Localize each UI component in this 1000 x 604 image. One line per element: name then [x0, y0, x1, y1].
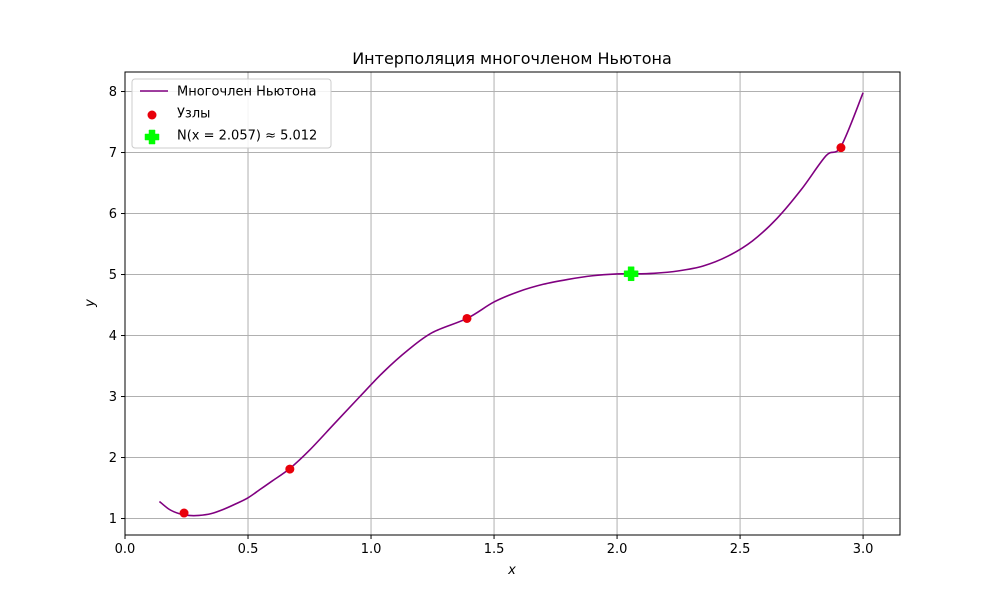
y-tick-label: 3	[109, 390, 117, 405]
x-tick-label: 2.0	[607, 542, 628, 557]
legend: Многочлен Ньютона Узлы N(x = 2.057) ≈ 5.01…	[131, 78, 332, 149]
y-tick-label: 5	[109, 268, 117, 283]
x-axis-label: x	[507, 563, 516, 578]
plot-frame	[124, 71, 901, 536]
y-tick-label: 6	[109, 207, 117, 222]
y-tick-label: 2	[109, 451, 117, 466]
legend-label: Узлы	[177, 107, 210, 122]
y-axis: 1 2 3 4 5 6 7 8	[109, 85, 125, 527]
x-tick-label: 2.5	[730, 542, 751, 557]
node-point	[462, 313, 472, 323]
legend-label: Многочлен Ньютона	[177, 85, 316, 100]
y-tick-label: 1	[109, 512, 117, 527]
legend-plus-swatch	[144, 129, 160, 145]
x-tick-label: 3.0	[853, 542, 874, 557]
y-tick-label: 4	[109, 329, 117, 344]
node-point	[285, 464, 295, 474]
grid	[124, 72, 900, 535]
evaluated-point-marker	[623, 266, 639, 282]
node-point	[179, 508, 189, 518]
y-tick-label: 7	[109, 146, 117, 161]
legend-point-swatch	[147, 110, 157, 120]
legend-label: N(x = 2.057) ≈ 5.012	[177, 129, 317, 144]
newton-polynomial-line	[158, 92, 864, 517]
x-tick-label: 1.0	[361, 542, 382, 557]
y-axis-label: y	[83, 299, 98, 308]
legend-box	[131, 78, 332, 149]
node-point	[836, 143, 846, 153]
x-tick-label: 1.5	[484, 542, 505, 557]
chart-title: Интерполяция многочленом Ньютона	[352, 49, 672, 68]
x-tick-label: 0.0	[115, 542, 136, 557]
x-tick-label: 0.5	[238, 542, 259, 557]
x-axis: 0.0 0.5 1.0 1.5 2.0 2.5 3.0	[115, 535, 874, 557]
plot-series	[158, 92, 864, 518]
y-tick-label: 8	[109, 85, 117, 100]
